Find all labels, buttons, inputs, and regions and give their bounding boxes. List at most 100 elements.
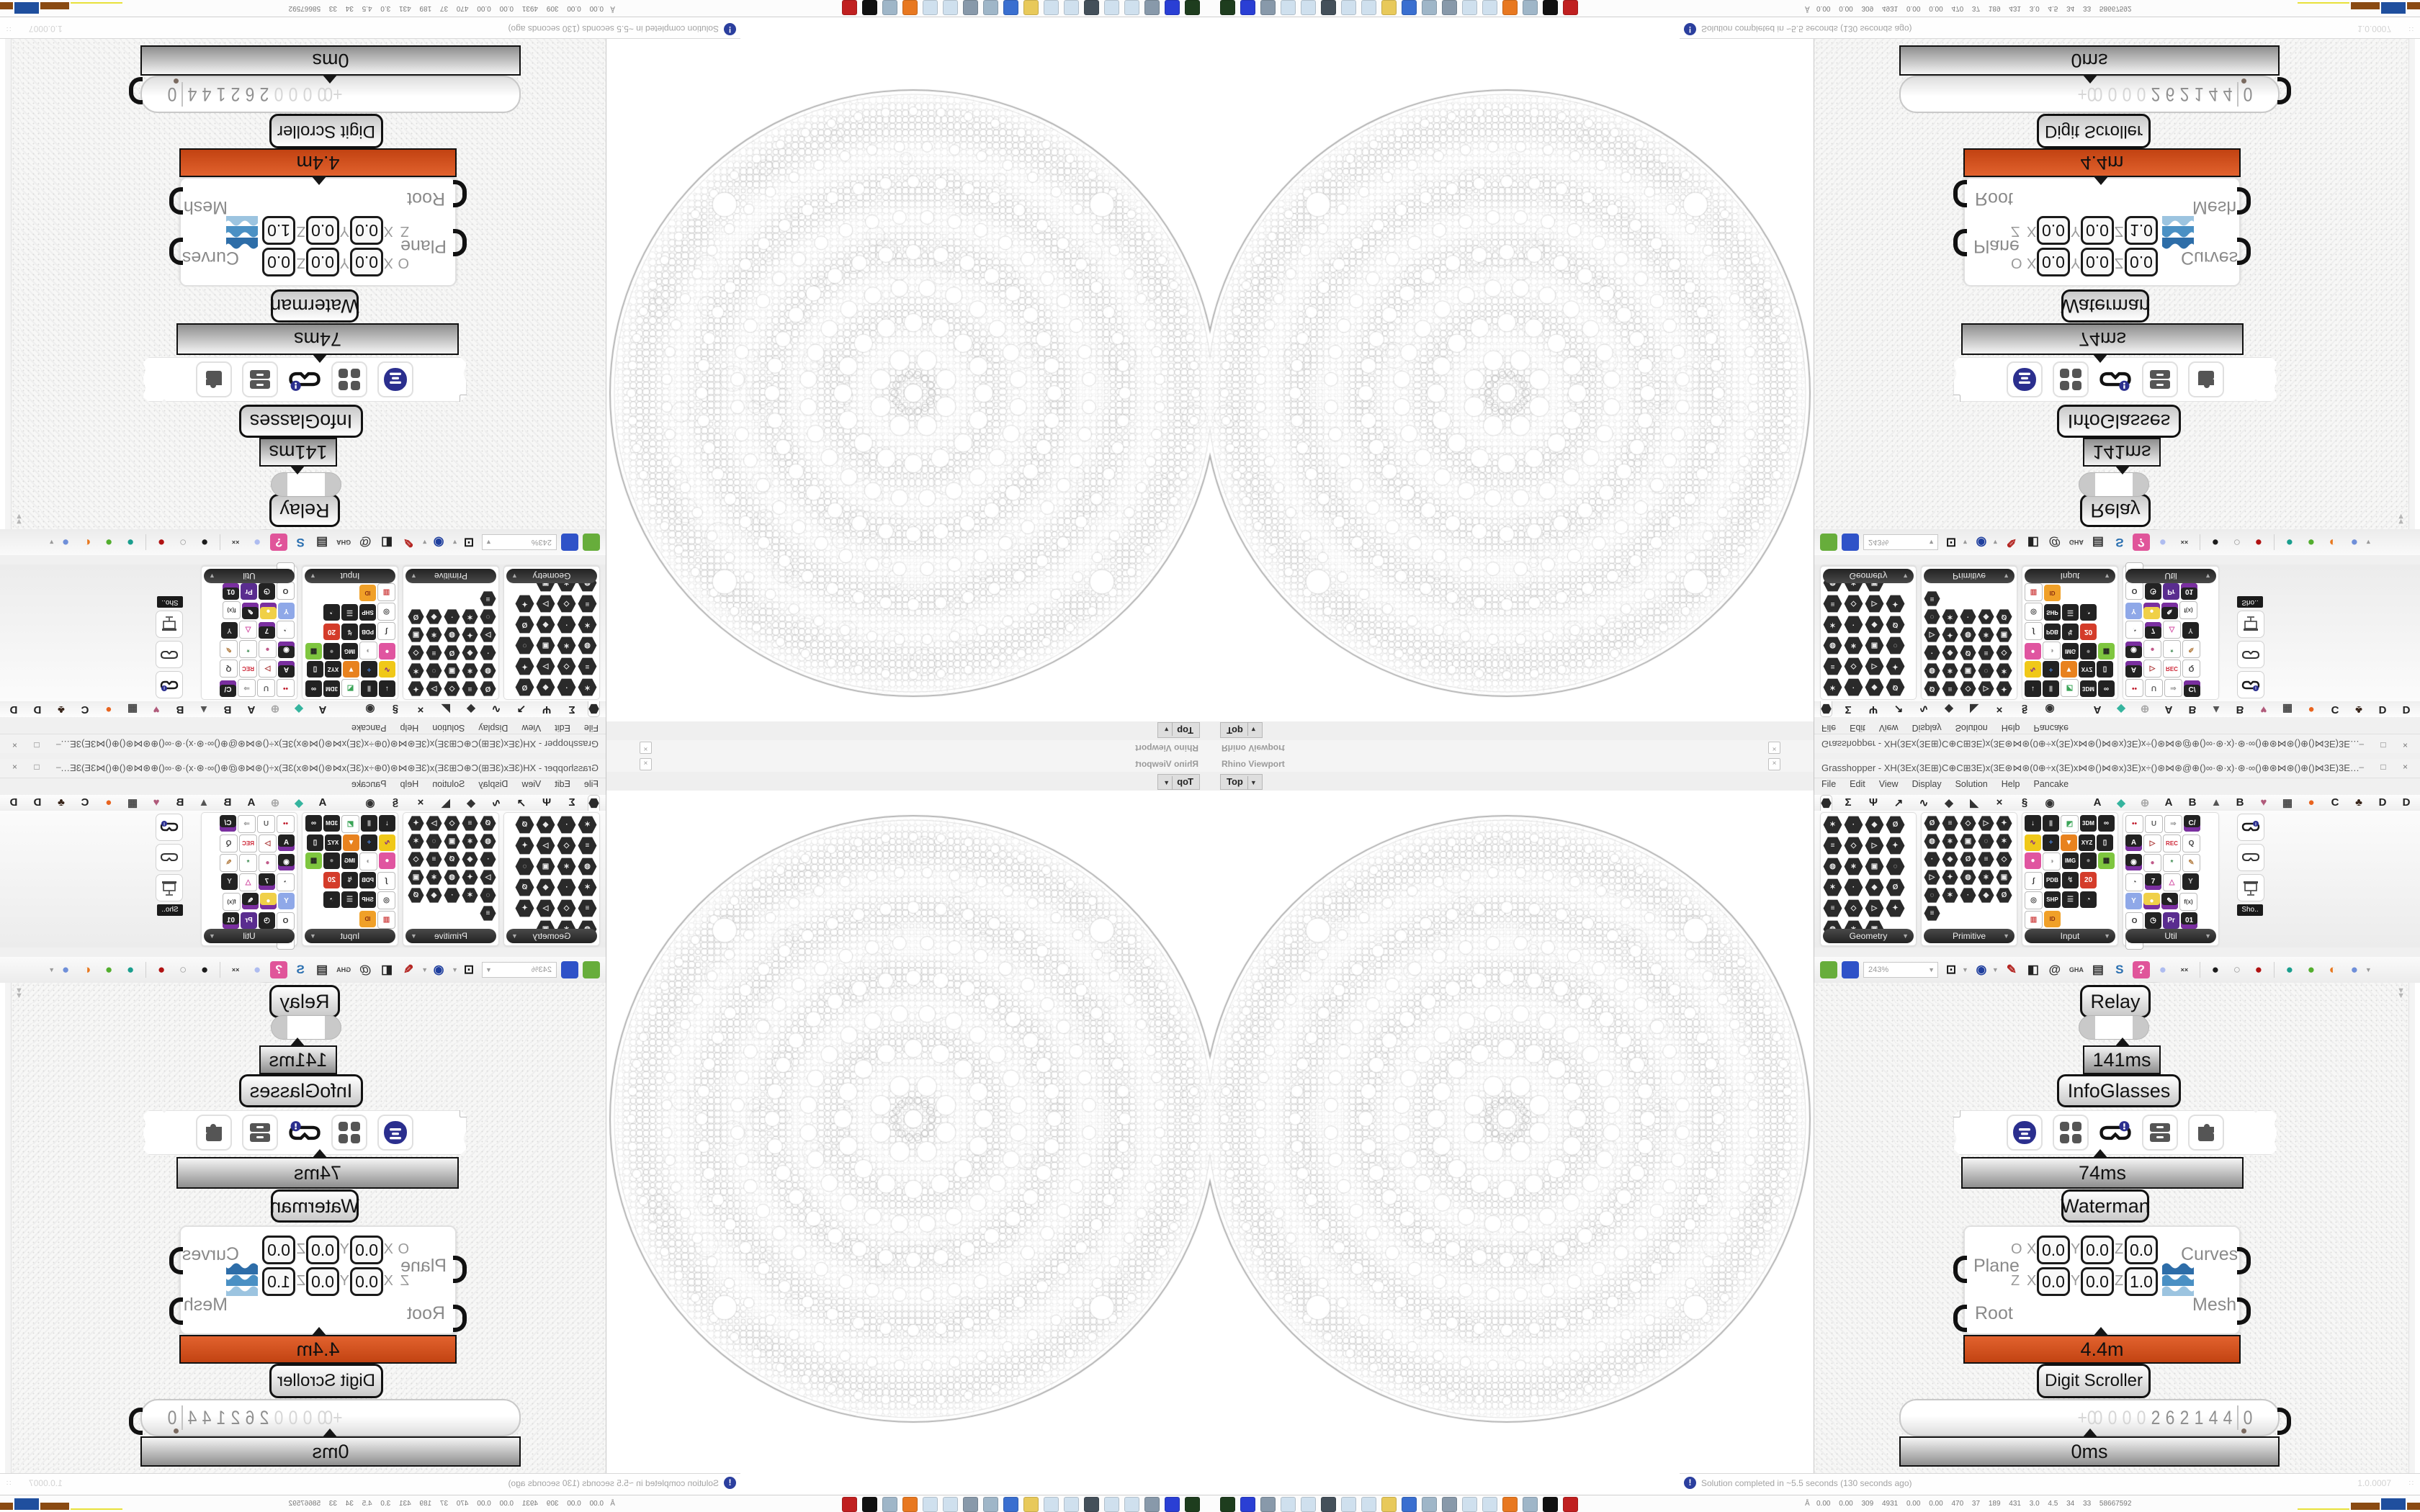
component-icon[interactable]: ● xyxy=(2025,852,2041,869)
digit-cell[interactable]: 4 xyxy=(202,1406,212,1428)
plane-origin-z[interactable]: 0.0 xyxy=(2125,248,2158,276)
digit-cell[interactable]: 0 xyxy=(274,1406,284,1428)
view-eye-icon[interactable]: ◉ xyxy=(1976,963,1987,976)
digit-cell[interactable]: 6 xyxy=(245,1406,255,1428)
component-icon[interactable]: ▷ xyxy=(1924,870,1940,885)
taskbar-app-icon-7[interactable] xyxy=(1361,0,1376,15)
component-icon[interactable]: ≡ xyxy=(1924,906,1940,921)
taskbar-app-icon-5[interactable] xyxy=(1321,0,1336,15)
pin-teal-icon[interactable]: ● xyxy=(2285,963,2293,976)
taskbar-app-icon-17[interactable] xyxy=(1563,1497,1578,1512)
relay-label[interactable]: Relay xyxy=(269,985,340,1018)
component-icon[interactable]: Ø xyxy=(1924,816,1940,831)
component-icon[interactable]: ◔ xyxy=(2125,873,2143,891)
resize-grip-icon[interactable]: ∷ xyxy=(6,1480,12,1488)
taskbar-app-icon-3[interactable] xyxy=(1281,0,1296,15)
taskbar-app-icon-1[interactable] xyxy=(1240,0,1255,15)
digit-cell[interactable]: 6 xyxy=(2165,1406,2175,1428)
socket-root[interactable] xyxy=(1953,1305,1967,1332)
digit-cell[interactable]: 4 xyxy=(202,84,212,106)
digit-cell[interactable]: 0 xyxy=(317,84,327,106)
component-icon[interactable]: ◌ xyxy=(1886,858,1905,876)
component-icon[interactable]: ◆ xyxy=(1865,878,1884,896)
menu-display[interactable]: Display xyxy=(1912,779,1942,789)
component-icon[interactable]: 01 xyxy=(2181,912,2197,929)
component-icon[interactable]: ◆ xyxy=(1865,816,1884,834)
component-icon[interactable]: ▷ xyxy=(2143,834,2161,852)
tab-category-6[interactable]: × xyxy=(1996,796,2003,809)
component-icon[interactable]: ✦ xyxy=(1886,899,1905,917)
chevron-down-icon[interactable]: ▼ xyxy=(2003,932,2009,940)
component-icon[interactable]: ✎ xyxy=(2161,893,2178,909)
component-icon[interactable]: ∞ xyxy=(2098,815,2115,832)
component-icon[interactable]: ▣ xyxy=(1865,858,1884,876)
tab-plugin-10[interactable]: C xyxy=(2331,796,2339,809)
taskbar-app-icon-15[interactable] xyxy=(1523,0,1538,15)
digit-cell[interactable]: 1 xyxy=(2194,1406,2204,1428)
projector-screen-icon[interactable] xyxy=(156,611,183,638)
chevron-down-icon[interactable]: ▼ xyxy=(1991,966,1999,973)
menu-solution[interactable]: Solution xyxy=(1955,779,1988,789)
component-icon[interactable]: •• xyxy=(2125,815,2143,833)
taskbar-app-icon-15[interactable] xyxy=(882,0,897,15)
infoglasses-widget-row[interactable] xyxy=(143,357,467,402)
socket-scroller-output[interactable] xyxy=(2277,1408,2291,1435)
grasshopper-titlebar[interactable]: Grasshopper - XH(3Ex(3E⊞)C⊕C⊞3E)x(3E⊛⋈⊛(… xyxy=(1814,759,2420,778)
component-icon[interactable]: ≡ xyxy=(1978,852,1994,867)
infoglasses-goggles-badge-icon[interactable]: i xyxy=(156,814,183,841)
component-icon[interactable]: Ø xyxy=(1960,852,1976,867)
component-icon[interactable]: Pr xyxy=(2163,912,2179,929)
plane-zaxis-z[interactable]: 1.0 xyxy=(2125,1267,2158,1296)
component-icon[interactable]: ≡ xyxy=(1942,816,1958,831)
taskbar-app-icon-5[interactable] xyxy=(1084,0,1099,15)
plane-zaxis-y[interactable]: 0.0 xyxy=(306,1267,339,1296)
nav-circle-icon[interactable] xyxy=(2007,1115,2043,1151)
taskbar-app-icon-14[interactable] xyxy=(1502,0,1518,15)
digit-cell[interactable]: 6 xyxy=(245,84,255,106)
tab-plugin-13[interactable]: D xyxy=(2402,796,2411,809)
digit-cell[interactable]: 0 xyxy=(288,84,298,106)
digit-cell[interactable]: 1 xyxy=(2194,84,2204,106)
tab-category-8[interactable]: ◉ xyxy=(2045,797,2055,809)
plane-zaxis-z[interactable]: 1.0 xyxy=(262,216,295,245)
tab-params[interactable] xyxy=(1820,794,1832,811)
taskbar-app-icon-7[interactable] xyxy=(1044,1497,1059,1512)
component-icon[interactable]: ∫ xyxy=(2025,872,2043,890)
digit-cell[interactable]: 2 xyxy=(230,84,241,106)
component-icon[interactable]: ∗ xyxy=(1942,834,1958,849)
component-icon[interactable]: Ø xyxy=(1886,816,1905,834)
taskbar-app-icon-12[interactable] xyxy=(943,1497,958,1512)
taskbar-app-icon-11[interactable] xyxy=(963,0,978,15)
digit-cell[interactable]: 4 xyxy=(187,84,197,106)
digit-cell[interactable]: 1 xyxy=(216,84,226,106)
component-icon[interactable]: ◑ xyxy=(2043,852,2061,870)
waterman-component[interactable]: Plane Root Curves Mesh O X 0.0 Y 0.0 Z 0… xyxy=(1953,1225,2251,1335)
sketch-pen-icon[interactable]: ✎ xyxy=(2006,963,2017,976)
component-icon[interactable]: ◇ xyxy=(1996,852,2012,867)
puzzle-icon[interactable] xyxy=(196,361,232,397)
palette-footer-util[interactable]: Util ▼ xyxy=(2125,929,2216,943)
plane-zaxis-x[interactable]: 0.0 xyxy=(2037,216,2070,245)
socket-mesh[interactable] xyxy=(2237,1297,2251,1325)
component-icon[interactable]: ≡ xyxy=(1823,899,1842,917)
digit-cell[interactable]: 0 xyxy=(2093,1406,2103,1428)
component-icon[interactable]: ◇ xyxy=(1844,899,1863,917)
digit-cells[interactable]: +0 0 0 0 0 2 6 2 1 4 4 0 xyxy=(2076,1404,2255,1431)
tab-plugin-8[interactable]: ▦ xyxy=(2282,797,2293,809)
component-icon[interactable]: ✶ xyxy=(1823,878,1842,896)
goggles-badge-icon[interactable] xyxy=(2099,1116,2132,1149)
component-icon[interactable]: Y xyxy=(2125,893,2142,909)
taskbar-app-icon-10[interactable] xyxy=(1422,0,1437,15)
waterman-output-mesh[interactable]: Mesh xyxy=(183,197,228,217)
component-icon[interactable]: ▼ xyxy=(2061,834,2077,851)
component-icon[interactable]: ↯ xyxy=(2062,872,2079,888)
component-icon[interactable]: ✦ xyxy=(1996,816,2012,831)
menu-pancake[interactable]: Pancake xyxy=(2033,779,2069,789)
digit-cell[interactable]: +0 xyxy=(323,1406,343,1428)
digit-decimal-cell[interactable]: 0 xyxy=(167,1406,177,1428)
ribbons-icon[interactable]: ×× xyxy=(2180,966,2189,973)
history-window-icon[interactable]: ▤ xyxy=(2092,963,2104,976)
tab-plugin-7[interactable]: ♥ xyxy=(2260,796,2267,809)
infoglasses-goggles-badge-icon[interactable]: i xyxy=(2237,671,2264,698)
grid-squares-icon[interactable] xyxy=(2053,361,2089,397)
